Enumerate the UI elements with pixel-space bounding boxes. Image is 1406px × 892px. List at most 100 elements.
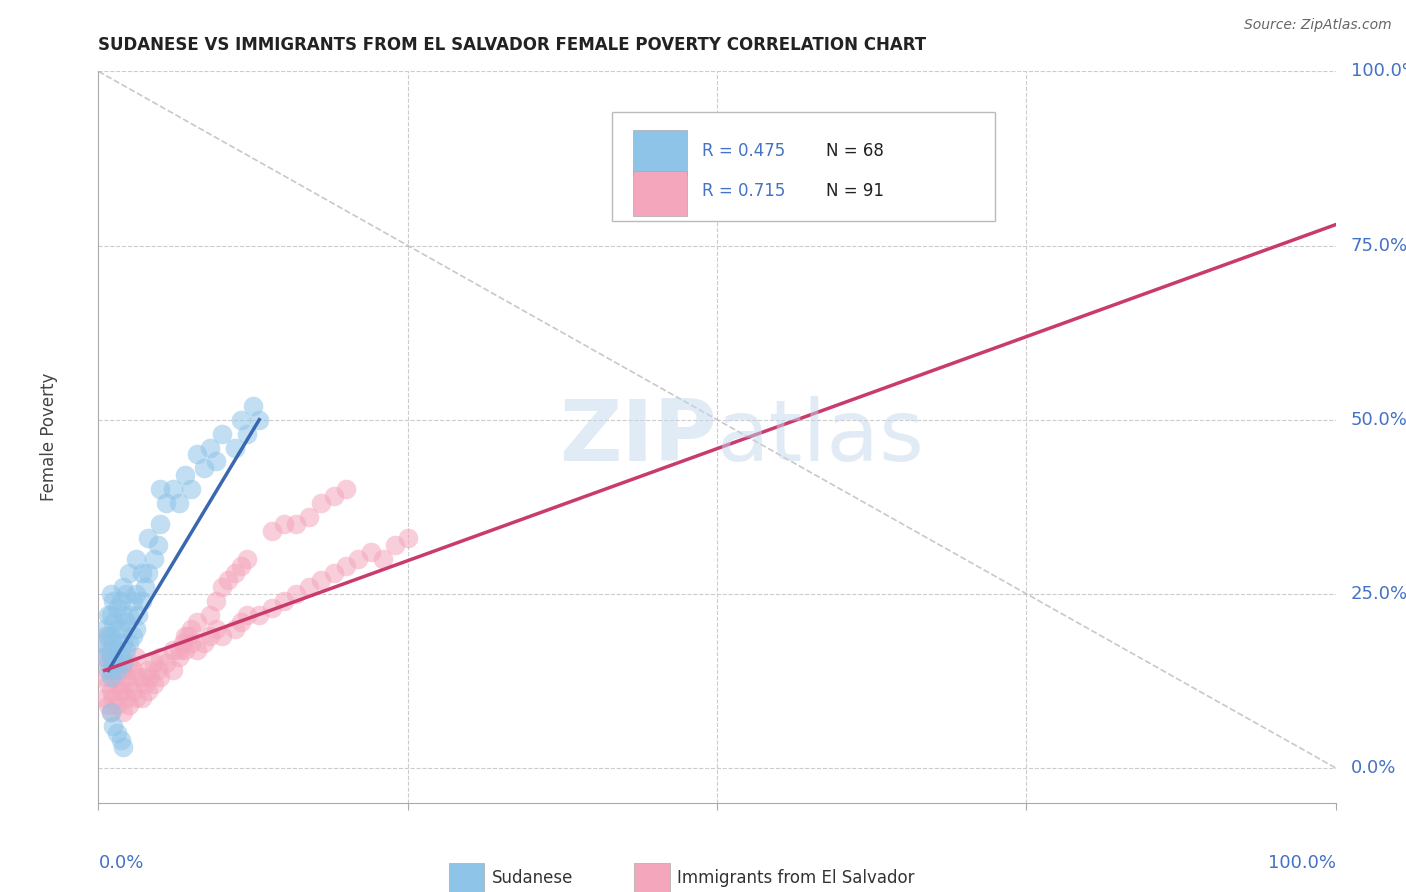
Point [112,580,135,594]
Point [97,629,120,643]
Point [384,538,406,552]
Point [112,705,135,719]
Point [285,517,308,532]
Text: atlas: atlas [717,395,925,479]
Point [114,615,136,629]
Point [97,607,120,622]
Point [103,594,125,608]
Point [100,629,122,643]
Point [174,468,197,483]
Point [105,677,128,691]
Point [100,705,122,719]
Text: 25.0%: 25.0% [1351,585,1406,603]
Point [105,657,128,671]
Point [114,642,136,657]
Point [229,558,252,573]
Point [110,684,132,698]
Point [103,691,125,706]
Text: 100.0%: 100.0% [1351,62,1406,80]
Point [93,670,115,684]
Point [136,664,159,678]
Point [105,698,128,713]
Point [229,615,252,629]
Point [149,517,172,532]
Point [309,496,332,510]
Point [167,649,190,664]
Point [273,517,295,532]
Point [118,657,141,671]
Point [242,399,264,413]
Text: 100.0%: 100.0% [1268,854,1336,872]
FancyBboxPatch shape [612,112,995,221]
Point [186,448,208,462]
Point [93,649,115,664]
Point [143,552,166,566]
Point [97,664,120,678]
Point [97,657,120,671]
Point [131,691,153,706]
Point [162,664,184,678]
Text: 0.0%: 0.0% [1351,759,1396,777]
Point [105,642,128,657]
Point [371,552,394,566]
Point [112,607,135,622]
Point [103,719,125,733]
Point [186,615,208,629]
Text: R = 0.475: R = 0.475 [702,142,786,160]
Text: 0.0%: 0.0% [98,854,143,872]
FancyBboxPatch shape [634,863,671,892]
Point [103,670,125,684]
Point [162,483,184,497]
Point [118,677,141,691]
Point [224,622,246,636]
Point [205,622,228,636]
Point [211,629,233,643]
Point [180,622,202,636]
Point [122,664,145,678]
Point [247,412,270,426]
Point [122,629,145,643]
Point [236,607,259,622]
Point [236,426,259,441]
Point [146,538,169,552]
Point [103,635,125,649]
Point [149,483,172,497]
Point [176,629,198,643]
Point [124,670,146,684]
Point [114,670,136,684]
Point [224,566,246,580]
Point [131,566,153,580]
Point [193,635,215,649]
Text: Immigrants from El Salvador: Immigrants from El Salvador [678,869,915,888]
Point [100,684,122,698]
Point [124,587,146,601]
Point [93,629,115,643]
Point [112,684,135,698]
Point [131,670,153,684]
Point [174,642,197,657]
Point [124,691,146,706]
Point [110,622,132,636]
Point [139,670,162,684]
Point [205,594,228,608]
Point [100,664,122,678]
Point [180,483,202,497]
Point [143,677,166,691]
Point [224,441,246,455]
FancyBboxPatch shape [449,863,485,892]
Point [105,726,128,740]
Point [360,545,382,559]
Point [136,684,159,698]
Text: 50.0%: 50.0% [1351,410,1406,429]
Point [100,642,122,657]
FancyBboxPatch shape [633,130,688,175]
Text: Source: ZipAtlas.com: Source: ZipAtlas.com [1244,18,1392,32]
Point [162,642,184,657]
Point [97,698,120,713]
Point [236,552,259,566]
Point [396,531,419,545]
Point [298,510,321,524]
Point [322,489,344,503]
Point [309,573,332,587]
Point [198,629,221,643]
